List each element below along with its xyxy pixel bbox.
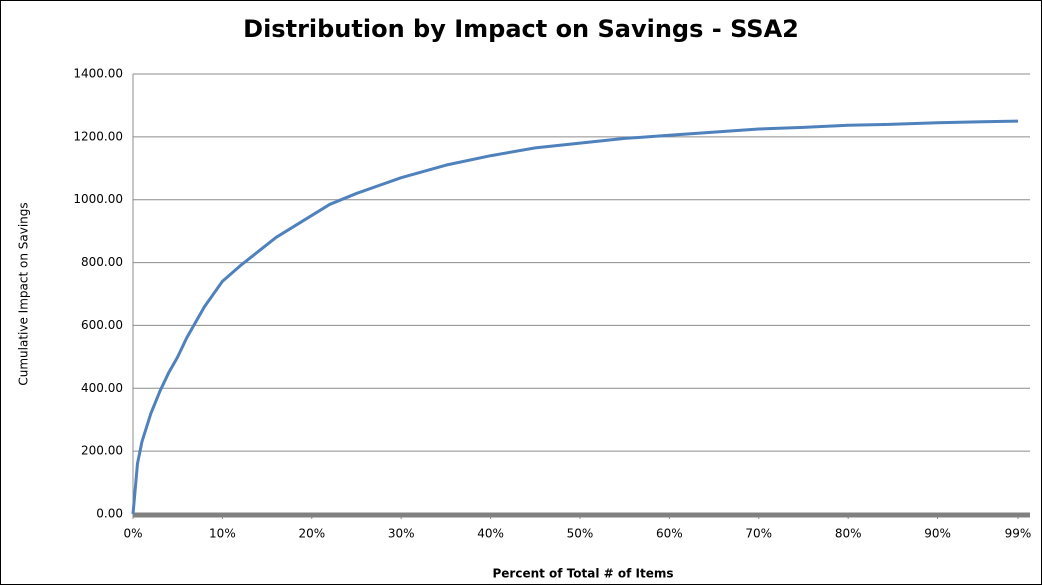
y-tick-label: 1200.00: [73, 129, 123, 143]
x-tick-label: 90%: [924, 527, 951, 541]
y-tick-label: 200.00: [81, 444, 123, 458]
x-tick-label: 70%: [745, 527, 772, 541]
y-tick-label: 1400.00: [73, 67, 123, 81]
x-tick-label: 99%: [1005, 527, 1032, 541]
y-tick-label: 1000.00: [73, 192, 123, 206]
data-line: [131, 119, 1019, 515]
x-tick-label: 60%: [656, 527, 683, 541]
x-tick-label: 0%: [123, 527, 142, 541]
y-tick-label: 0.00: [96, 507, 123, 521]
x-tick-label: 50%: [567, 527, 594, 541]
y-tick-label: 800.00: [81, 255, 123, 269]
y-tick-label: 400.00: [81, 381, 123, 395]
y-axis-title: Cumulative Impact on Savings: [17, 202, 31, 385]
x-tick-label: 30%: [388, 527, 415, 541]
x-tick-label: 80%: [835, 527, 862, 541]
x-tick-label: 10%: [209, 527, 236, 541]
chart-title: Distribution by Impact on Savings - SSA2: [243, 15, 799, 43]
x-axis-title: Percent of Total # of Items: [492, 567, 673, 581]
x-tick-label: 20%: [298, 527, 325, 541]
y-tick-label: 600.00: [81, 318, 123, 332]
x-tick-label: 40%: [477, 527, 504, 541]
